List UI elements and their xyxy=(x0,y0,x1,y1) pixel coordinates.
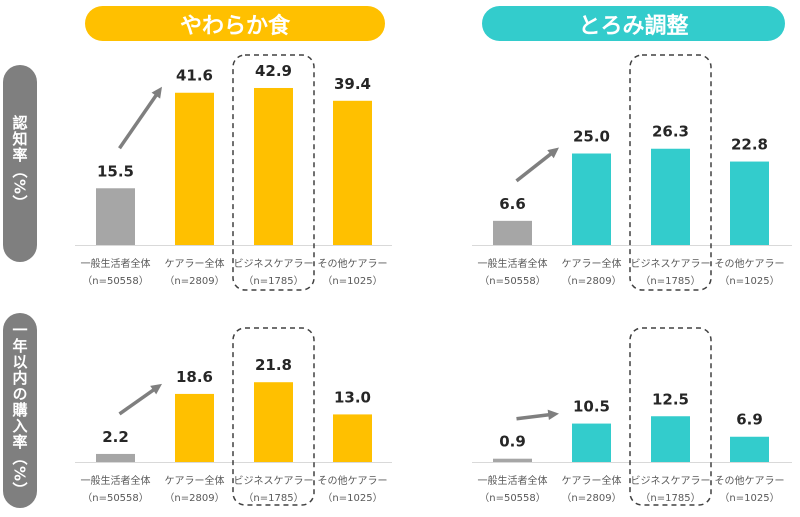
arrow-head-icon xyxy=(547,409,559,421)
data-label: 41.6 xyxy=(176,67,213,85)
bar xyxy=(254,382,293,462)
trend-arrow xyxy=(118,387,157,416)
category-label: ケアラー全体 xyxy=(165,474,225,487)
ylabel-awareness: 認知率（%） xyxy=(3,65,37,262)
bar xyxy=(730,161,769,245)
bar xyxy=(175,393,214,462)
arrow-head-icon xyxy=(547,147,559,159)
highlight-box xyxy=(629,327,712,506)
data-label: 6.6 xyxy=(499,195,526,213)
n-label: （n=1785） xyxy=(243,492,303,504)
bar xyxy=(96,453,135,462)
bar xyxy=(493,220,532,245)
trend-arrow xyxy=(515,151,554,183)
category-label: 一般生活者全体 xyxy=(81,474,151,487)
n-label: （n=1785） xyxy=(640,492,700,504)
trend-arrow xyxy=(516,412,552,421)
category-label: ビジネスケアラー xyxy=(234,258,314,270)
data-label: 15.5 xyxy=(97,162,134,180)
n-label: （n=50558） xyxy=(479,275,546,287)
category-label: ケアラー全体 xyxy=(562,257,622,270)
bar xyxy=(96,188,135,245)
n-label: （n=50558） xyxy=(479,492,546,504)
n-label: （n=1025） xyxy=(322,492,382,504)
category-label: その他ケアラー xyxy=(715,257,785,270)
bar xyxy=(333,100,372,246)
trend-arrow xyxy=(118,92,159,150)
data-label: 22.8 xyxy=(731,136,768,154)
category-label: ケアラー全体 xyxy=(562,474,622,487)
n-label: （n=2809） xyxy=(561,492,621,504)
data-label: 21.8 xyxy=(255,356,292,374)
category-label: ケアラー全体 xyxy=(165,257,225,270)
n-label: （n=1785） xyxy=(243,275,303,287)
n-label: （n=1025） xyxy=(719,275,779,287)
arrow-head-icon xyxy=(151,86,162,99)
bar xyxy=(333,414,372,462)
category-label: ビジネスケアラー xyxy=(631,475,711,487)
n-label: （n=1785） xyxy=(640,275,700,287)
category-label: その他ケアラー xyxy=(318,257,388,270)
ylabel-purchase: 一年以内の購入率（%） xyxy=(3,313,37,508)
bar xyxy=(175,92,214,245)
data-label: 2.2 xyxy=(102,428,129,446)
n-label: （n=1025） xyxy=(719,492,779,504)
data-label: 13.0 xyxy=(334,388,371,406)
bar xyxy=(730,436,769,462)
data-label: 18.6 xyxy=(176,368,213,386)
bar xyxy=(572,423,611,462)
data-label: 25.0 xyxy=(573,128,610,146)
data-label: 6.9 xyxy=(736,411,763,429)
data-label: 12.5 xyxy=(652,390,689,408)
n-label: （n=1025） xyxy=(322,275,382,287)
highlight-box xyxy=(232,54,315,291)
bar xyxy=(493,458,532,462)
bar xyxy=(254,87,293,246)
data-label: 42.9 xyxy=(255,62,292,80)
data-label: 26.3 xyxy=(652,123,689,141)
bar xyxy=(572,153,611,245)
data-label: 10.5 xyxy=(573,398,610,416)
n-label: （n=50558） xyxy=(82,492,149,504)
category-label: ビジネスケアラー xyxy=(234,475,314,487)
highlight-box xyxy=(629,54,712,291)
arrow-head-icon xyxy=(150,383,162,395)
header-yawaraka: やわらか食 xyxy=(85,6,385,41)
category-label: その他ケアラー xyxy=(715,474,785,487)
bar xyxy=(651,416,690,462)
n-label: （n=2809） xyxy=(164,275,224,287)
data-label: 0.9 xyxy=(499,433,526,451)
highlight-box xyxy=(232,327,315,506)
data-label: 39.4 xyxy=(334,75,371,93)
bar xyxy=(651,148,690,245)
n-label: （n=2809） xyxy=(561,275,621,287)
category-label: ビジネスケアラー xyxy=(631,258,711,270)
category-label: 一般生活者全体 xyxy=(81,257,151,270)
n-label: （n=50558） xyxy=(82,275,149,287)
category-label: 一般生活者全体 xyxy=(478,257,548,270)
category-label: その他ケアラー xyxy=(318,474,388,487)
category-label: 一般生活者全体 xyxy=(478,474,548,487)
n-label: （n=2809） xyxy=(164,492,224,504)
header-toromi: とろみ調整 xyxy=(482,6,785,41)
